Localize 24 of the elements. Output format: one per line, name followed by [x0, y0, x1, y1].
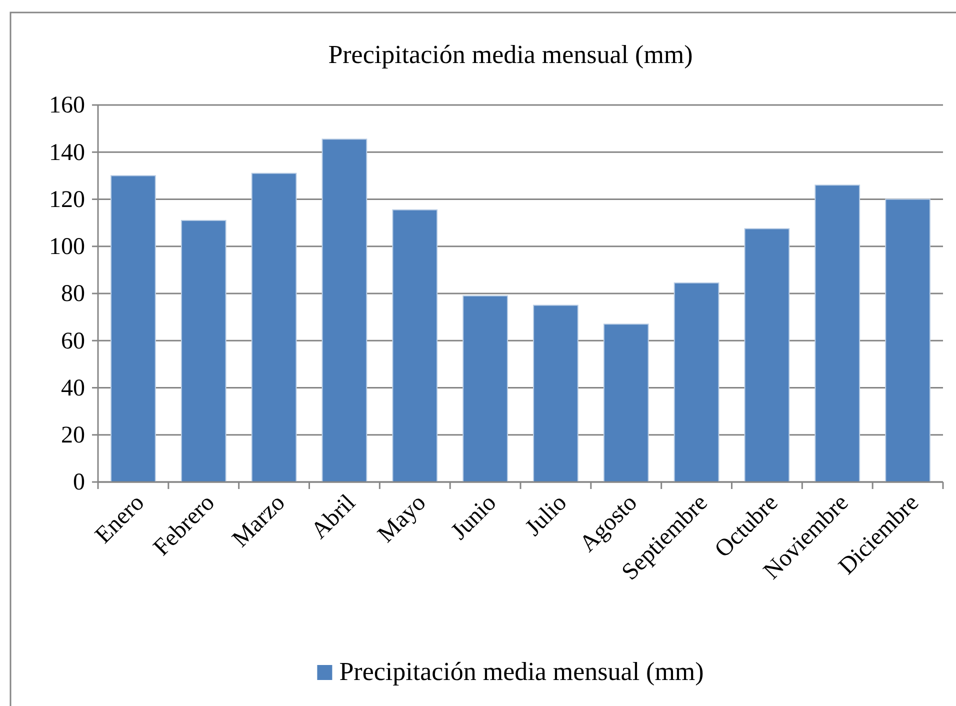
- y-tick-label: 20: [61, 422, 85, 449]
- y-tick-label: 120: [49, 186, 85, 213]
- y-tick-label: 100: [49, 234, 85, 260]
- y-tick-label: 60: [61, 328, 85, 354]
- bar: [110, 175, 156, 482]
- bar: [674, 282, 720, 482]
- y-tick-label: 80: [61, 281, 85, 308]
- bar: [392, 209, 438, 482]
- bar: [603, 324, 649, 482]
- y-tick-label: 0: [73, 470, 85, 496]
- legend-label: Precipitación media mensual (mm): [339, 657, 704, 686]
- bar: [251, 172, 297, 482]
- bar: [322, 138, 368, 482]
- y-tick-label: 140: [49, 140, 85, 166]
- chart-title: Precipitación media mensual (mm): [328, 40, 693, 69]
- bar: [744, 228, 790, 482]
- bar: [462, 295, 508, 482]
- y-tick-label: 160: [49, 92, 85, 119]
- bar: [533, 304, 578, 482]
- bar: [885, 198, 930, 482]
- bar: [814, 184, 860, 482]
- y-tick-label: 40: [61, 375, 85, 402]
- bar: [180, 220, 226, 482]
- x-tick-label: Julio: [520, 490, 572, 542]
